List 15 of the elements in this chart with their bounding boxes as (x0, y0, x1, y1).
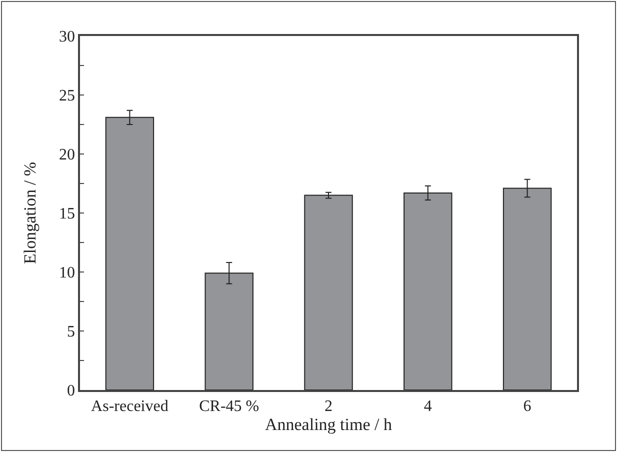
bar (304, 194, 353, 390)
y-tick-label: 15 (59, 206, 76, 223)
y-tick-label: 30 (59, 28, 76, 46)
y-tick-label: 20 (59, 146, 76, 164)
x-tick-label: As-received (91, 398, 168, 415)
y-tick-label: 5 (67, 324, 76, 341)
x-tick-label: 6 (523, 398, 532, 415)
x-tick-label: CR-45 % (199, 398, 260, 415)
x-tick-label: 4 (424, 398, 432, 415)
y-tick-label: 25 (59, 88, 76, 105)
y-tick-label: 10 (59, 264, 76, 282)
y-axis-title: Elongation / % (20, 162, 40, 264)
y-tick-label: 0 (67, 382, 76, 400)
x-axis-title: Annealing time / h (264, 414, 392, 434)
x-tick-label: 2 (324, 398, 332, 415)
